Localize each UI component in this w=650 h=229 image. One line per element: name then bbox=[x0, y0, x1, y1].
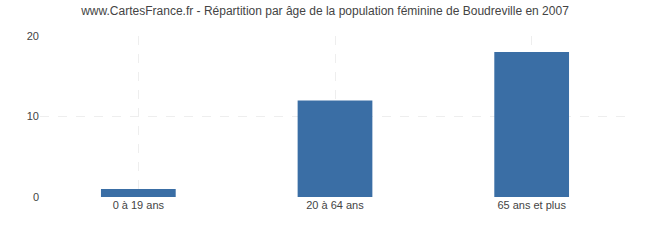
svg-text:0 à 19 ans: 0 à 19 ans bbox=[113, 199, 165, 211]
svg-text:20: 20 bbox=[27, 30, 39, 42]
svg-text:www.CartesFrance.fr - Répartit: www.CartesFrance.fr - Répartition par âg… bbox=[80, 4, 569, 18]
svg-text:20 à 64 ans: 20 à 64 ans bbox=[306, 199, 364, 211]
svg-text:0: 0 bbox=[33, 191, 39, 203]
svg-text:10: 10 bbox=[27, 110, 39, 122]
svg-text:65 ans et plus: 65 ans et plus bbox=[497, 199, 566, 211]
